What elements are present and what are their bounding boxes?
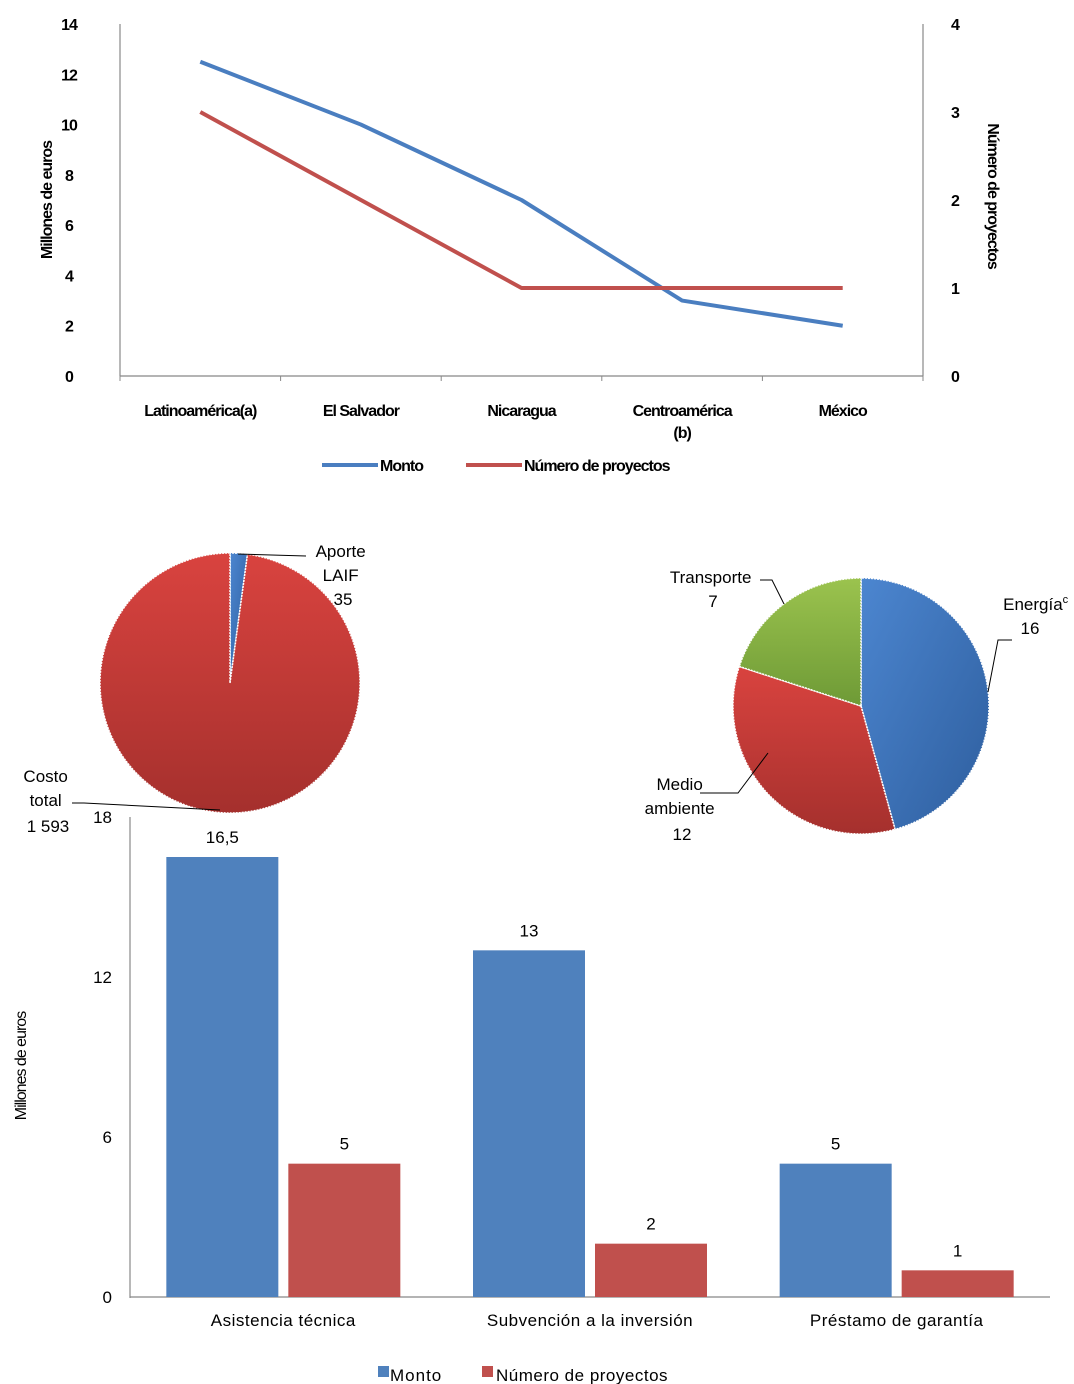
bar-chart-legend: Monto Número de proyectos bbox=[378, 1366, 668, 1384]
pie2-slices bbox=[732, 577, 990, 835]
pie1-slice-costo-total bbox=[99, 552, 361, 814]
pie-chart-sectors: Energíac 16 Medio ambiente 12 Transporte… bbox=[645, 568, 1073, 844]
leader-line-medio-ambiente bbox=[700, 752, 769, 794]
x-tick-label-prestamo-de-garantia: Préstamo de garantía bbox=[810, 1311, 984, 1330]
bar-monto-asistencia-tecnica bbox=[166, 857, 279, 1297]
bar-monto-subvencion-a-la-inversion bbox=[473, 950, 585, 1297]
legend-label-numero-bar: Número de proyectos bbox=[496, 1366, 668, 1384]
leader-line-costo-total bbox=[72, 802, 221, 811]
bar-chart: 0 6 12 18 16,5 5 13 2 5 1 Asistencia técnica Subv… bbox=[13, 808, 1050, 1384]
bar-numero-de-proyectos-subvencion-a-la-inversion bbox=[595, 1243, 707, 1297]
data-label-numero-de-proyectos-asistencia-tecnica: 5 bbox=[340, 1135, 349, 1154]
pie2-label-transporte: Transporte 7 bbox=[670, 568, 756, 611]
y-tick-label: 2 bbox=[65, 319, 74, 336]
x-tick-label-centroamerica-b: Centroamérica (b) bbox=[633, 403, 733, 442]
line-chart-legend: Monto Número de proyectos bbox=[322, 458, 672, 475]
pie2-slice-medio-ambiente bbox=[732, 665, 896, 835]
x-tick-label-el-salvador: El Salvador bbox=[323, 403, 400, 420]
bar-numero-de-proyectos-asistencia-tecnica bbox=[288, 1163, 401, 1297]
line-chart-y-tick-labels: 0 2 4 6 8 10 12 14 bbox=[61, 17, 79, 386]
x-tick-label-latinoamerica-a: Latinoamérica(a) bbox=[144, 403, 257, 420]
data-label-monto-asistencia-tecnica: 16,5 bbox=[206, 828, 239, 847]
line-chart-y2-axis-label: Número de proyectos bbox=[984, 123, 1001, 270]
bar-numero-de-proyectos-prestamo-de-garantia bbox=[901, 1270, 1014, 1297]
y2-tick-label: 2 bbox=[951, 193, 960, 210]
legend-label-numero-proyectos: Número de proyectos bbox=[524, 458, 671, 475]
bar-chart-x-tick-labels: Asistencia técnica Subvención a la invers… bbox=[211, 1311, 984, 1330]
line-chart-x-ticks bbox=[119, 376, 924, 381]
y-tick-label: 0 bbox=[103, 1288, 112, 1307]
bar-monto-prestamo-de-garantia bbox=[779, 1163, 892, 1297]
bar-chart-y-axis-label: Millones de euros bbox=[13, 1011, 30, 1120]
y-tick-label: 6 bbox=[65, 218, 74, 235]
x-tick-label-mexico: México bbox=[819, 403, 868, 420]
y2-tick-label: 3 bbox=[951, 105, 960, 122]
y-tick-label: 12 bbox=[93, 968, 112, 987]
bar-chart-y-tick-labels: 0 6 12 18 bbox=[93, 808, 112, 1307]
line-series-numero-de-proyectos bbox=[199, 110, 843, 290]
bar-chart-data-labels: 16,5 5 13 2 5 1 bbox=[206, 828, 963, 1260]
legend-swatch-numero-bar bbox=[482, 1366, 493, 1377]
line-series-monto bbox=[199, 59, 844, 328]
y-tick-label: 10 bbox=[61, 118, 78, 135]
pie1-slices bbox=[99, 552, 361, 814]
leader-line-transporte bbox=[760, 579, 785, 605]
x-tick-label-asistencia-tecnica: Asistencia técnica bbox=[211, 1311, 356, 1330]
leader-line-energia bbox=[987, 639, 1012, 693]
line-chart-series bbox=[199, 59, 844, 328]
legend-swatch-monto-bar bbox=[378, 1366, 389, 1377]
y2-tick-label: 0 bbox=[951, 369, 960, 386]
x-tick-label-subvencion-a-la-inversion: Subvención a la inversión bbox=[487, 1311, 693, 1330]
y-tick-label: 18 bbox=[93, 808, 112, 827]
y2-tick-label: 1 bbox=[951, 281, 960, 298]
y-tick-label: 12 bbox=[61, 67, 78, 84]
data-label-monto-prestamo-de-garantia: 5 bbox=[831, 1135, 840, 1154]
data-label-numero-de-proyectos-subvencion-a-la-inversion: 2 bbox=[646, 1215, 655, 1234]
y2-tick-label: 4 bbox=[951, 17, 960, 34]
pie1-label-aporte-laif: Aporte LAIF 35 bbox=[316, 542, 371, 609]
y-tick-label: 6 bbox=[103, 1128, 112, 1147]
y-tick-label: 14 bbox=[61, 17, 78, 34]
pie2-label-energia: Energíac 16 bbox=[1003, 588, 1073, 638]
legend-label-monto-bar: Monto bbox=[390, 1366, 442, 1384]
data-label-monto-subvencion-a-la-inversion: 13 bbox=[520, 921, 539, 940]
legend-label-monto: Monto bbox=[380, 458, 424, 475]
pie1-label-costo-total: Costo total 1 593 bbox=[23, 767, 72, 836]
y-tick-label: 8 bbox=[65, 168, 74, 185]
y-tick-label: 4 bbox=[65, 268, 74, 285]
pie2-slice-energia bbox=[860, 577, 990, 831]
bar-chart-bars bbox=[166, 857, 1014, 1297]
pie2-label-medio-ambiente: Medio ambiente 12 bbox=[645, 775, 720, 844]
line-chart-x-tick-labels: Latinoamérica(a) El Salvador Nicaragua Cent… bbox=[144, 403, 869, 442]
x-tick-label-nicaragua: Nicaragua bbox=[487, 403, 556, 420]
pie-chart-cost: Aporte LAIF 35 Costo total 1 593 bbox=[23, 542, 371, 836]
data-label-numero-de-proyectos-prestamo-de-garantia: 1 bbox=[953, 1241, 962, 1260]
leader-line-aporte-laif bbox=[237, 553, 307, 557]
line-chart-y2-tick-labels: 0 1 2 3 4 bbox=[951, 17, 961, 386]
line-chart-y-axis-label: Millones de euros bbox=[39, 140, 56, 259]
pie2-slice-transporte bbox=[738, 577, 862, 708]
y-tick-label: 0 bbox=[65, 369, 74, 386]
